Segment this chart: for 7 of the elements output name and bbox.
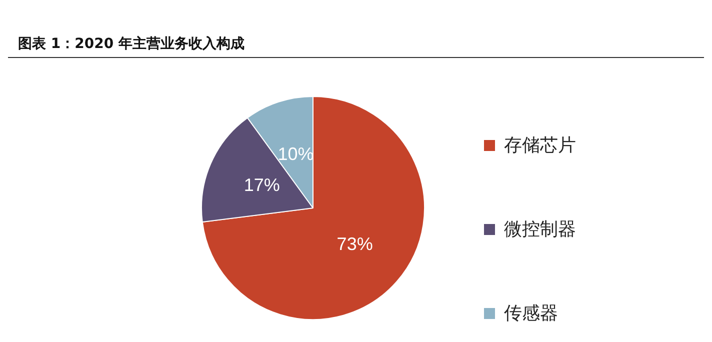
legend-label: 存储芯片 xyxy=(504,134,576,157)
legend-label: 传感器 xyxy=(504,302,558,325)
data-label: 10% xyxy=(278,144,314,164)
legend-label: 微控制器 xyxy=(504,218,576,241)
data-label: 17% xyxy=(244,174,280,195)
data-label: 73% xyxy=(336,234,373,254)
chart-title: 图表 1：2020 年主营业务收入构成 xyxy=(8,35,704,58)
